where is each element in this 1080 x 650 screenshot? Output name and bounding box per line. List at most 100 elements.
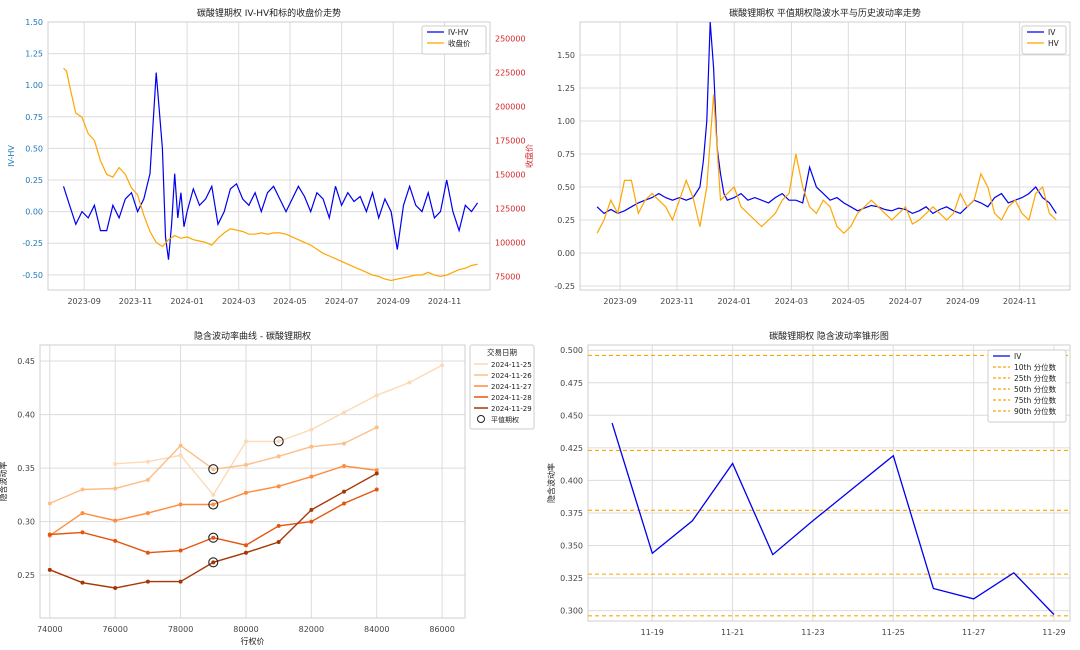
chart-iv-cone: 0.500 0.475 0.450 0.425 0.400 0.375 0.350 0.325…	[540, 323, 1080, 646]
legend-label: 收盘价	[448, 38, 471, 48]
legend: 交易日期 2024-11-25 2024-11-26 2024-11-27 2024-1…	[469, 344, 535, 430]
chart-iv-cone-svg: 0.500 0.475 0.450 0.425 0.400 0.375 0.350 0.325…	[546, 330, 1071, 637]
smile-point	[47, 532, 52, 537]
y-tick-label: 1.25	[25, 50, 43, 59]
x-tick-label: 2024-03	[775, 297, 808, 306]
x-tick-label: 2023-09	[603, 297, 636, 306]
legend-label: 2024-11-29	[491, 405, 532, 413]
x-tick-label: 78000	[168, 625, 193, 634]
x-tick-label: 76000	[102, 625, 127, 634]
atm-marker	[208, 464, 219, 475]
x-tick-label: 2024-03	[222, 297, 255, 306]
smile-point	[211, 560, 216, 565]
smile-point	[113, 586, 118, 591]
smile-point	[342, 441, 347, 446]
y-tick-label: 0.325	[560, 574, 583, 583]
y2-tick-label: 250000	[495, 34, 526, 43]
y2-tick-label: 75000	[495, 272, 520, 281]
x-tick-label: 11-29	[1042, 628, 1065, 637]
y-tick-label: 1.50	[557, 51, 575, 60]
smile-point	[374, 468, 379, 473]
y2-tick-label: 200000	[495, 102, 526, 111]
y-tick-label: 1.00	[25, 81, 43, 90]
smile-line	[49, 472, 378, 589]
chart-iv-hv-price: 1.50 1.25 1.00 0.75 0.50 0.25 0.00 -0.25 -0.50 20…	[0, 0, 540, 323]
smile-point	[309, 474, 314, 479]
smile-point	[309, 507, 314, 512]
x-tick-label: 80000	[233, 625, 258, 634]
smile-point	[80, 580, 85, 585]
smile-point	[243, 462, 248, 467]
smile-point	[276, 439, 281, 444]
smile-point	[211, 492, 216, 497]
x-tick-label: 2024-09	[946, 297, 979, 306]
y-tick-label: 0.475	[560, 379, 583, 388]
smile-point	[440, 363, 445, 368]
smile-point	[113, 461, 118, 466]
smile-point	[211, 535, 216, 540]
chart-atm-iv-hv: 1.50 1.25 1.00 0.75 0.50 0.25 0.00 -0.25 2023-09…	[540, 0, 1080, 323]
smile-point	[178, 502, 183, 507]
legend-title: 交易日期	[487, 347, 517, 357]
plot-frame	[579, 21, 1071, 291]
smile-point	[145, 511, 150, 516]
smile-line	[49, 426, 378, 505]
legend-label: IV	[1014, 352, 1022, 361]
y2-tick-label: 150000	[495, 170, 526, 179]
y-tick-label: 1.25	[557, 84, 575, 93]
y-tick-label: 0.45	[17, 357, 35, 366]
y-tick-label: 0.400	[560, 476, 583, 485]
legend-label: 2024-11-28	[491, 394, 532, 402]
y-tick-label: -0.25	[554, 282, 575, 291]
smile-point	[243, 550, 248, 555]
legend-label: IV-HV	[448, 28, 469, 37]
smile-point	[309, 444, 314, 449]
x-tick-label: 11-23	[801, 628, 824, 637]
x-tick-label: 2023-11	[119, 297, 152, 306]
smile-point	[243, 543, 248, 548]
legend-box	[421, 25, 487, 55]
smile-point	[342, 501, 347, 506]
smile-point	[80, 487, 85, 492]
chart-iv-smile-svg: 0.45 0.40 0.35 0.30 0.25 74000 76000 78000 80000…	[0, 330, 535, 646]
y-tick-label: 0.00	[557, 249, 575, 258]
x-tick-label: 2024-05	[832, 297, 865, 306]
y-tick-label: 0.25	[557, 216, 575, 225]
x-tick-label: 2024-07	[325, 297, 358, 306]
y-axis-label: 隐含波动率	[0, 462, 8, 502]
y-tick-label: 0.25	[17, 571, 35, 580]
x-axis-label: 行权价	[241, 636, 265, 646]
chart-iv-hv-price-svg: 1.50 1.25 1.00 0.75 0.50 0.25 0.00 -0.25 -0.50 20…	[7, 7, 534, 306]
series-line-hv	[596, 94, 1057, 235]
smile-point	[243, 439, 248, 444]
smile-point	[374, 487, 379, 492]
smile-point	[47, 567, 52, 572]
x-tick-label: 11-27	[962, 628, 985, 637]
x-tick-label: 84000	[364, 625, 389, 634]
smile-point	[80, 511, 85, 516]
smile-point	[178, 453, 183, 458]
atm-marker	[208, 499, 219, 510]
series-line-close-price	[63, 67, 478, 282]
x-tick-label: 86000	[429, 625, 454, 634]
x-tick-label: 2023-11	[660, 297, 693, 306]
smile-point	[276, 523, 281, 528]
y-tick-label: 1.00	[557, 117, 575, 126]
y-tick-label: 0.375	[560, 509, 583, 518]
chart-title: 碳酸锂期权 IV-HV和标的收盘价走势	[197, 7, 341, 19]
y-tick-label: 0.25	[25, 176, 43, 185]
legend-atm-swatch	[477, 415, 485, 423]
x-tick-label: 11-19	[641, 628, 664, 637]
x-tick-label: 2023-09	[67, 297, 100, 306]
y-tick-label: 0.00	[25, 208, 43, 217]
atm-marker	[208, 557, 219, 568]
x-tick-label: 2024-09	[377, 297, 410, 306]
chart-title: 碳酸锂期权 隐含波动率锥形图	[769, 330, 889, 342]
smile-point	[407, 380, 412, 385]
smile-point	[145, 477, 150, 482]
smile-point	[211, 467, 216, 472]
smile-point	[374, 425, 379, 430]
x-tick-label: 2024-11	[428, 297, 461, 306]
legend-label: 2024-11-25	[491, 361, 532, 369]
